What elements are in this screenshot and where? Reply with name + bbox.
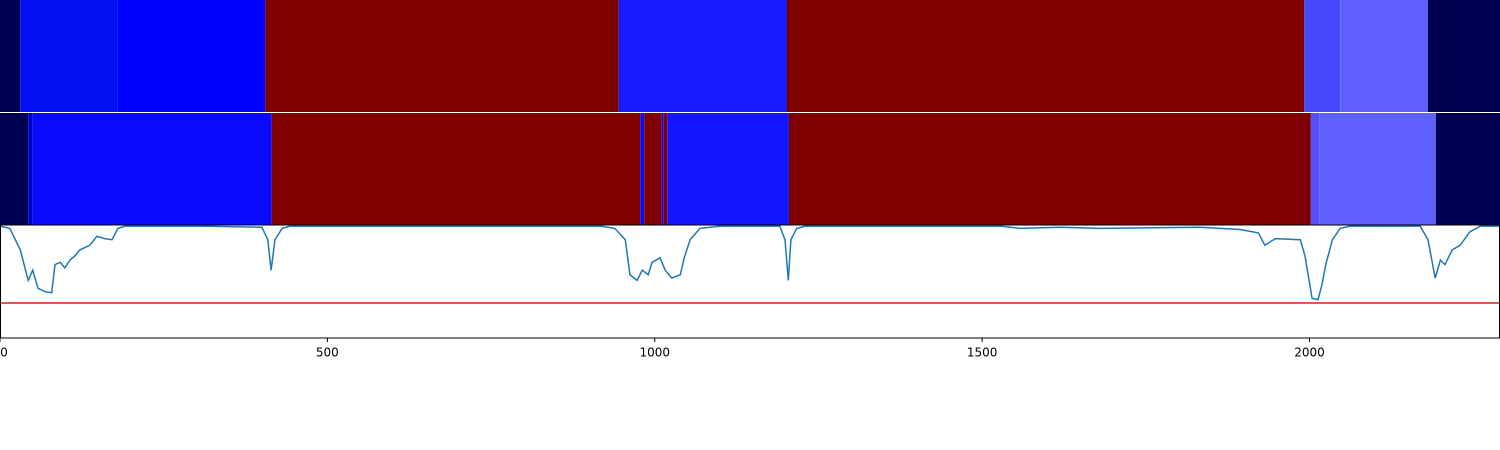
segment <box>661 113 664 225</box>
segment <box>265 0 619 112</box>
segment <box>271 113 641 225</box>
segment <box>20 0 118 112</box>
segment <box>1319 113 1436 225</box>
segment <box>667 113 789 225</box>
x-tick-label: 500 <box>316 346 339 360</box>
x-tick-label: 0 <box>0 346 8 360</box>
x-tick-label: 1000 <box>639 346 670 360</box>
x-tick-label: 1500 <box>967 346 998 360</box>
segment <box>0 0 21 112</box>
segment <box>788 113 1311 225</box>
segment <box>1340 0 1428 112</box>
segment <box>663 113 668 225</box>
segment <box>28 113 33 225</box>
line <box>0 225 1500 301</box>
segment <box>1310 113 1320 225</box>
x-tick-label: 2000 <box>1294 346 1325 360</box>
segment <box>786 0 1305 112</box>
segment <box>1304 0 1341 112</box>
segment <box>0 113 29 225</box>
segment <box>1435 113 1500 225</box>
segment <box>1427 0 1500 112</box>
plot-frame <box>0 224 1500 339</box>
segment <box>644 113 662 225</box>
segment <box>618 0 787 112</box>
segment <box>640 113 645 225</box>
segment <box>32 113 272 225</box>
segment <box>117 0 266 112</box>
